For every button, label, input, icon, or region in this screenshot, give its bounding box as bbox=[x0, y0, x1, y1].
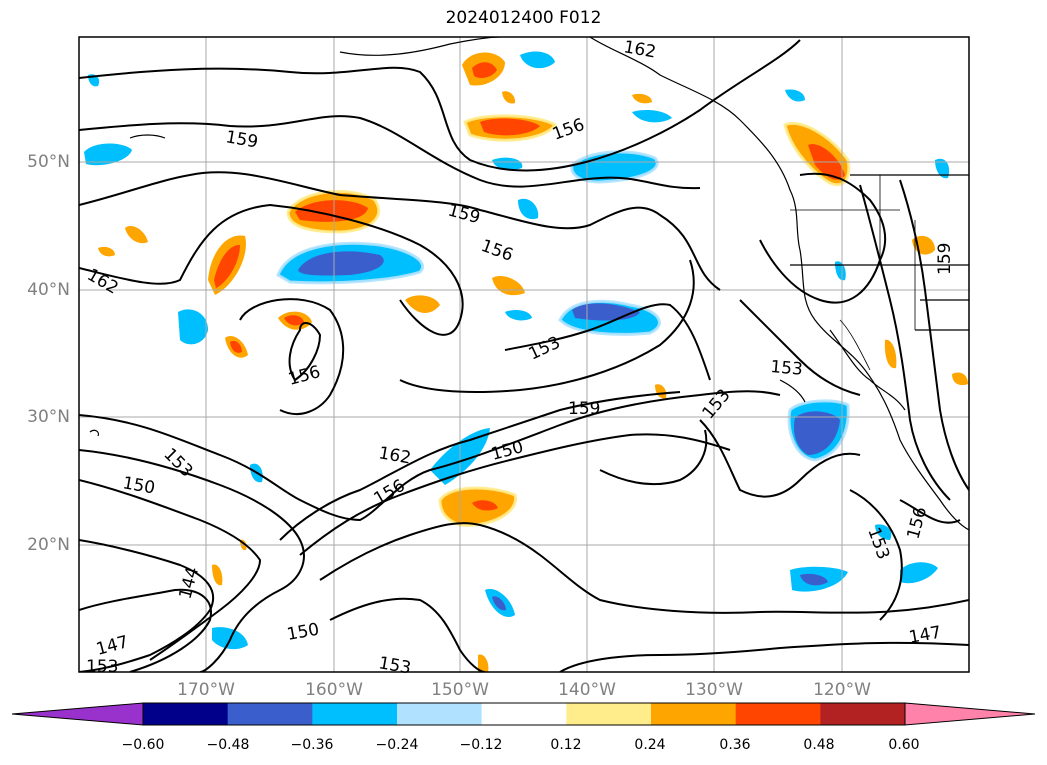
pos-area bbox=[98, 246, 115, 257]
lon-tick-label: 130°W bbox=[685, 680, 743, 700]
colorbar-frame bbox=[142, 702, 906, 726]
pos-area bbox=[284, 315, 304, 326]
contour-label: 153 bbox=[86, 657, 118, 677]
neg-area bbox=[492, 596, 506, 611]
neg-area bbox=[835, 261, 846, 281]
pos-area bbox=[632, 93, 652, 104]
colorbar-cell bbox=[820, 703, 906, 725]
pos-area bbox=[212, 564, 223, 586]
colorbar-tick-label: 0.12 bbox=[550, 737, 582, 753]
lon-tick-label: 170°W bbox=[177, 680, 235, 700]
pos-area bbox=[230, 340, 242, 353]
lat-tick-label: 20°N bbox=[27, 535, 70, 555]
neg-area bbox=[793, 411, 840, 455]
colorbar-cell bbox=[566, 703, 652, 725]
contour-label: 159 bbox=[935, 243, 955, 275]
colorbar-cell bbox=[143, 703, 229, 725]
colorbar-tick-label: 0.60 bbox=[888, 737, 920, 753]
neg-area bbox=[800, 573, 828, 586]
height-contours bbox=[79, 39, 969, 672]
colorbar-cell bbox=[312, 703, 398, 725]
neg-area bbox=[875, 524, 892, 540]
lon-tick-label: 160°W bbox=[305, 680, 363, 700]
colorbar-tick-label: 0.48 bbox=[803, 737, 835, 753]
pos-area bbox=[472, 62, 497, 78]
neg-area bbox=[935, 158, 950, 179]
coastlines bbox=[89, 37, 969, 531]
neg-area bbox=[84, 143, 132, 166]
colorbar-tick-label: 0.36 bbox=[719, 737, 751, 753]
lat-tick-label: 30°N bbox=[27, 407, 70, 427]
neg-area bbox=[505, 310, 532, 321]
lon-tick-label: 140°W bbox=[558, 680, 616, 700]
neg-area bbox=[900, 562, 938, 584]
colorbar-cell bbox=[397, 703, 483, 725]
colorbar-tick-label: −0.48 bbox=[206, 737, 250, 753]
lon-tick-label: 150°W bbox=[431, 680, 489, 700]
pos-area bbox=[478, 654, 489, 672]
colorbar-tick-label: −0.60 bbox=[121, 737, 165, 753]
colorbar-tick-label: −0.12 bbox=[459, 737, 503, 753]
contour-label: 159 bbox=[568, 399, 600, 419]
pos-area bbox=[405, 295, 440, 314]
colorbar-cell bbox=[481, 703, 567, 725]
neg-area bbox=[520, 51, 555, 69]
colorbar-cell bbox=[227, 703, 313, 725]
colorbar-tick-label: −0.24 bbox=[375, 737, 419, 753]
state-borders bbox=[790, 175, 916, 371]
contour-label: 153 bbox=[377, 653, 412, 678]
colorbar-cell bbox=[735, 703, 821, 725]
neg-area bbox=[298, 251, 384, 276]
neg-area bbox=[518, 198, 539, 220]
map-title: 2024012400 F012 bbox=[445, 8, 602, 28]
colorbar-cell bbox=[651, 703, 737, 725]
neg-area bbox=[492, 157, 523, 170]
lon-tick-label: 120°W bbox=[813, 680, 871, 700]
colorbar-extend-max bbox=[904, 702, 1036, 726]
neg-area bbox=[785, 89, 805, 102]
pos-area bbox=[480, 118, 540, 136]
gridlines bbox=[79, 37, 969, 672]
pos-area bbox=[952, 372, 968, 386]
pos-area bbox=[295, 200, 368, 222]
colorbar-tick-label: 0.24 bbox=[634, 737, 666, 753]
pos-area bbox=[502, 91, 516, 104]
pos-area bbox=[472, 500, 498, 511]
lat-tick-label: 50°N bbox=[27, 152, 70, 172]
contour-label: 153 bbox=[770, 357, 804, 380]
neg-area bbox=[178, 309, 208, 345]
neg-area bbox=[632, 110, 672, 123]
colorbar bbox=[11, 702, 1036, 726]
map-frame bbox=[78, 36, 970, 673]
colorbar-tick-label: −0.36 bbox=[290, 737, 334, 753]
pos-area bbox=[125, 225, 148, 244]
colorbar-extend-min bbox=[11, 702, 144, 726]
pos-area bbox=[884, 339, 897, 369]
lat-tick-label: 40°N bbox=[27, 280, 70, 300]
pos-area bbox=[214, 244, 240, 288]
